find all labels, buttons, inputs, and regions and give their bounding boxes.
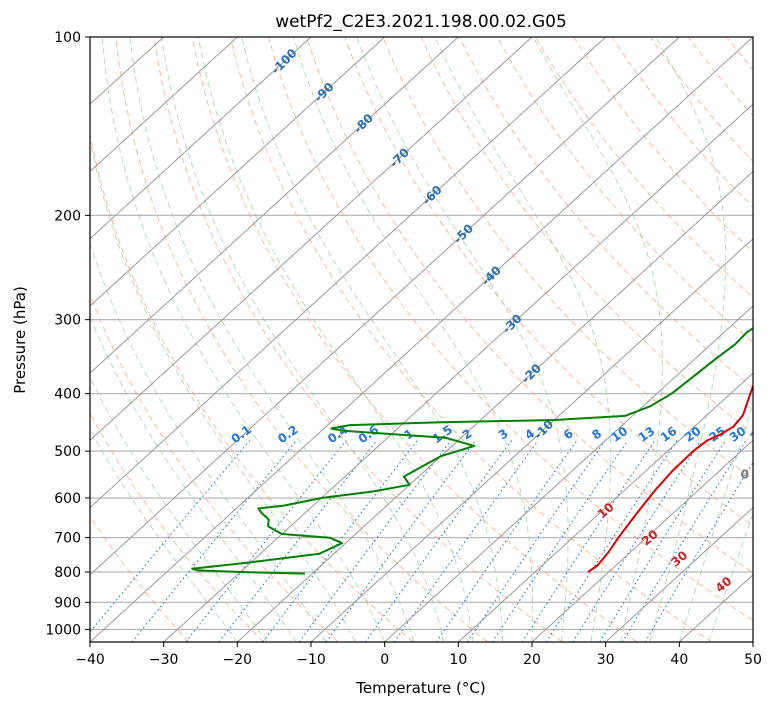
moist-adiabat [356, 37, 569, 642]
dry-adiabat [535, 37, 753, 298]
dry-adiabat [153, 37, 563, 642]
x-tick-label: 40 [670, 652, 688, 668]
moist-adiabat [90, 241, 327, 642]
y-axis-ticks: 100 200 300 400 500 600 700 800 900 1000 [45, 30, 90, 638]
isotherm-line [605, 506, 753, 642]
mixing-ratio-line [393, 440, 539, 642]
y-axis-title: Pressure (hPa) [11, 286, 29, 394]
y-tick-label: 300 [54, 313, 81, 329]
y-tick-label: 1000 [45, 622, 81, 638]
mixing-ratio-line [644, 461, 753, 642]
isotherm-line [90, 37, 753, 642]
isotherm-line [90, 37, 533, 442]
x-axis-ticks: −40 −30 −20 −10 0 10 20 30 40 50 [75, 642, 762, 668]
dry-adiabat [191, 37, 638, 642]
mixing-ratio-line [262, 440, 418, 642]
x-tick-label: 0 [380, 652, 389, 668]
isotherm-line [90, 37, 238, 173]
dry-adiabat [90, 293, 339, 642]
y-tick-label: 800 [54, 565, 81, 581]
mixing-ratio-line [131, 440, 297, 642]
isotherm-line [384, 305, 753, 642]
isotherm-line [457, 372, 753, 642]
isotherm-line [90, 37, 386, 307]
moist-adiabat [90, 315, 297, 642]
y-tick-label: 900 [54, 595, 81, 611]
dry-adiabat [90, 412, 264, 642]
moist-adiabat [293, 37, 534, 642]
x-tick-label: 30 [597, 652, 615, 668]
x-tick-label: −40 [75, 652, 105, 668]
y-tick-label: 500 [54, 444, 81, 460]
mixing-ratio-line [364, 440, 512, 642]
moist-adiabat [708, 512, 753, 642]
mixing-ratio-line [90, 440, 251, 633]
dry-adiabat [90, 515, 190, 642]
y-tick-label: 400 [54, 387, 81, 403]
moist-adiabat [434, 37, 612, 642]
y-tick-label: 200 [54, 208, 81, 224]
isotherm-line [90, 37, 680, 576]
isotherm-lines [90, 37, 753, 642]
dry-adiabat [765, 37, 775, 642]
isotherm-line [752, 641, 753, 642]
dry-adiabat [306, 37, 753, 574]
plot-border [89, 36, 754, 643]
y-tick-label: 100 [54, 30, 81, 46]
mixing-ratio-line [599, 440, 727, 642]
isotherm-line [236, 170, 753, 642]
isotherm-line [90, 37, 459, 374]
x-tick-label: −20 [223, 652, 253, 668]
isotherm-line [90, 37, 312, 240]
moist-adiabat-lines [90, 37, 753, 642]
x-tick-label: 20 [523, 652, 541, 668]
dry-adiabat [90, 131, 414, 642]
isotherm-line [163, 103, 753, 642]
x-tick-label: −30 [149, 652, 179, 668]
moist-adiabat [161, 37, 445, 642]
moist-adiabat [678, 399, 753, 642]
moist-adiabat [129, 37, 415, 642]
moist-adiabat [90, 376, 268, 642]
dewpoint-profile-line [191, 327, 753, 575]
temperature-profile-line [587, 383, 753, 573]
isotherm-line [310, 237, 753, 642]
mixing-ratio-label: 36 [748, 424, 770, 445]
x-tick-label: 50 [744, 652, 762, 668]
dry-adiabat [268, 37, 753, 622]
moist-adiabat [197, 37, 474, 642]
isotherm-line [90, 37, 607, 509]
moist-adiabat [90, 137, 356, 642]
dry-adiabat [496, 37, 753, 344]
mixing-ratio-lines [90, 440, 753, 642]
dry-adiabat [115, 37, 488, 642]
moist-adiabat [241, 37, 503, 642]
x-tick-label: −10 [296, 652, 326, 668]
moist-adiabat [649, 37, 727, 642]
moist-adiabat [101, 37, 386, 642]
isotherm-line [531, 439, 753, 642]
mixing-ratio-line [298, 440, 452, 642]
moist-adiabat [532, 37, 663, 642]
dry-adiabat [382, 37, 753, 481]
chart-title: wetPf2_C2E3.2021.198.00.02.G05 [275, 12, 567, 32]
moist-adiabat [90, 428, 238, 642]
x-axis-title: Temperature (°C) [355, 679, 485, 697]
dry-adiabat-label: 0 [741, 468, 749, 482]
y-tick-label: 700 [54, 531, 81, 547]
profile-lines [191, 327, 753, 575]
mixing-ratio-line [621, 440, 747, 642]
mixing-ratio-line [185, 440, 347, 642]
x-tick-label: 10 [449, 652, 467, 668]
plot-frame [89, 36, 754, 643]
y-tick-label: 600 [54, 491, 81, 507]
mixing-ratio-line [521, 440, 656, 642]
